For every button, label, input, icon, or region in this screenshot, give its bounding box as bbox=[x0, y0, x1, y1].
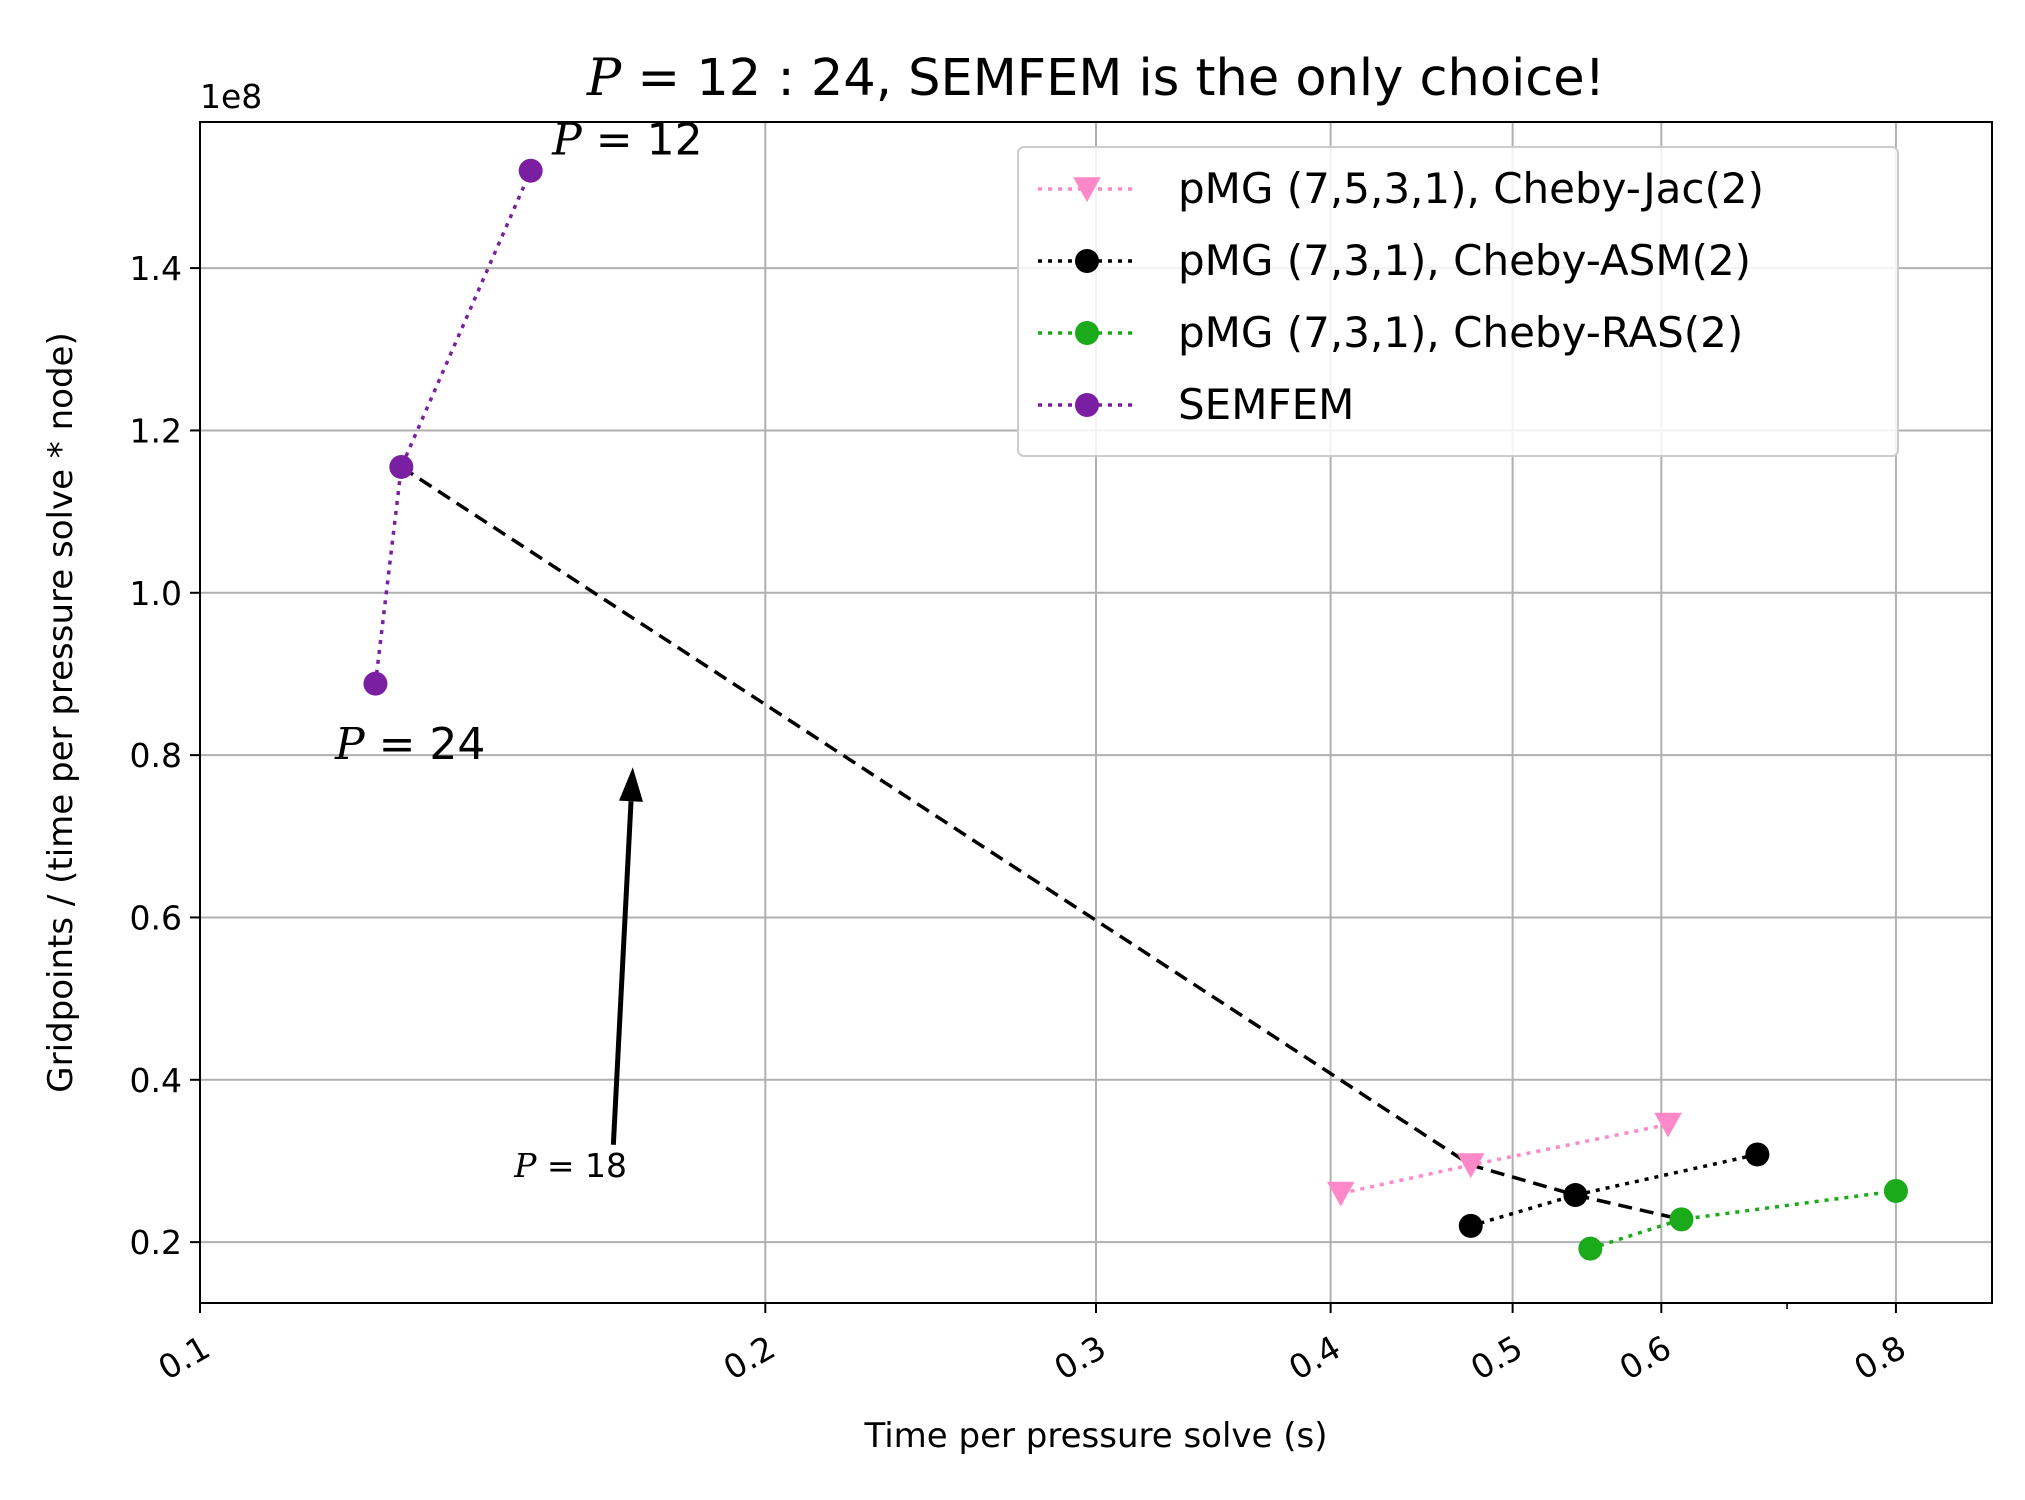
legend: pMG (7,5,3,1), Cheby-Jac(2) pMG (7,3,1), … bbox=[1017, 146, 1899, 457]
data-point bbox=[1883, 1178, 1908, 1203]
annotation-label: P = 18 bbox=[513, 1146, 627, 1185]
data-point bbox=[1458, 1213, 1483, 1238]
legend-marker bbox=[1075, 393, 1099, 417]
data-point bbox=[389, 454, 414, 479]
reference-dashed-line bbox=[400, 465, 1682, 1222]
legend-box bbox=[1017, 146, 1899, 457]
y-tick-label: 0.2 bbox=[130, 1223, 182, 1262]
data-point bbox=[1669, 1207, 1694, 1232]
series-2 bbox=[1578, 1178, 1908, 1261]
legend-entry: SEMFEM bbox=[1038, 380, 1354, 429]
y-tick-label: 0.8 bbox=[130, 736, 182, 775]
chart-title: P = 12 : 24, SEMFEM is the only choice! bbox=[586, 49, 1605, 108]
legend-label: pMG (7,3,1), Cheby-RAS(2) bbox=[1178, 308, 1743, 357]
series-1 bbox=[1458, 1142, 1770, 1238]
series-line bbox=[1470, 1152, 1758, 1228]
data-point bbox=[1326, 1181, 1355, 1207]
x-axis-label: Time per pressure solve (s) bbox=[863, 1416, 1327, 1456]
y-tick-label: 1.0 bbox=[130, 574, 182, 613]
legend-label: pMG (7,3,1), Cheby-ASM(2) bbox=[1178, 236, 1751, 285]
legend-marker bbox=[1075, 249, 1099, 273]
y-tick-label: 0.6 bbox=[130, 898, 182, 937]
series-3 bbox=[363, 158, 543, 696]
legend-entry: pMG (7,3,1), Cheby-RAS(2) bbox=[1038, 308, 1743, 357]
legend-marker bbox=[1075, 321, 1099, 345]
series-line bbox=[1589, 1189, 1897, 1251]
legend-label: pMG (7,5,3,1), Cheby-Jac(2) bbox=[1178, 164, 1764, 213]
annotation-label: P = 24 bbox=[334, 719, 485, 770]
arrow-head bbox=[619, 767, 644, 802]
y-axis-label: Gridpoints / (time per pressure solve * … bbox=[41, 332, 81, 1092]
y-tick-label: 1.2 bbox=[130, 411, 182, 450]
y-scale-label: 1e8 bbox=[200, 77, 262, 116]
y-tick-label: 0.4 bbox=[130, 1061, 182, 1100]
legend-label: SEMFEM bbox=[1178, 380, 1354, 429]
legend-marker bbox=[1073, 177, 1101, 203]
y-tick-label: 1.4 bbox=[130, 249, 182, 288]
series-0 bbox=[1326, 1112, 1682, 1207]
data-point bbox=[1654, 1112, 1682, 1138]
data-point bbox=[1563, 1183, 1588, 1208]
data-point bbox=[363, 671, 388, 696]
legend-entry: pMG (7,5,3,1), Cheby-Jac(2) bbox=[1038, 164, 1764, 213]
data-point bbox=[1745, 1142, 1770, 1167]
data-point bbox=[1456, 1153, 1485, 1179]
series-layer bbox=[363, 158, 1908, 1261]
legend-entry: pMG (7,3,1), Cheby-ASM(2) bbox=[1038, 236, 1751, 285]
data-point bbox=[1578, 1236, 1603, 1261]
arrow-shaft bbox=[610, 801, 634, 1145]
series-line bbox=[373, 170, 533, 684]
data-point bbox=[518, 158, 543, 183]
